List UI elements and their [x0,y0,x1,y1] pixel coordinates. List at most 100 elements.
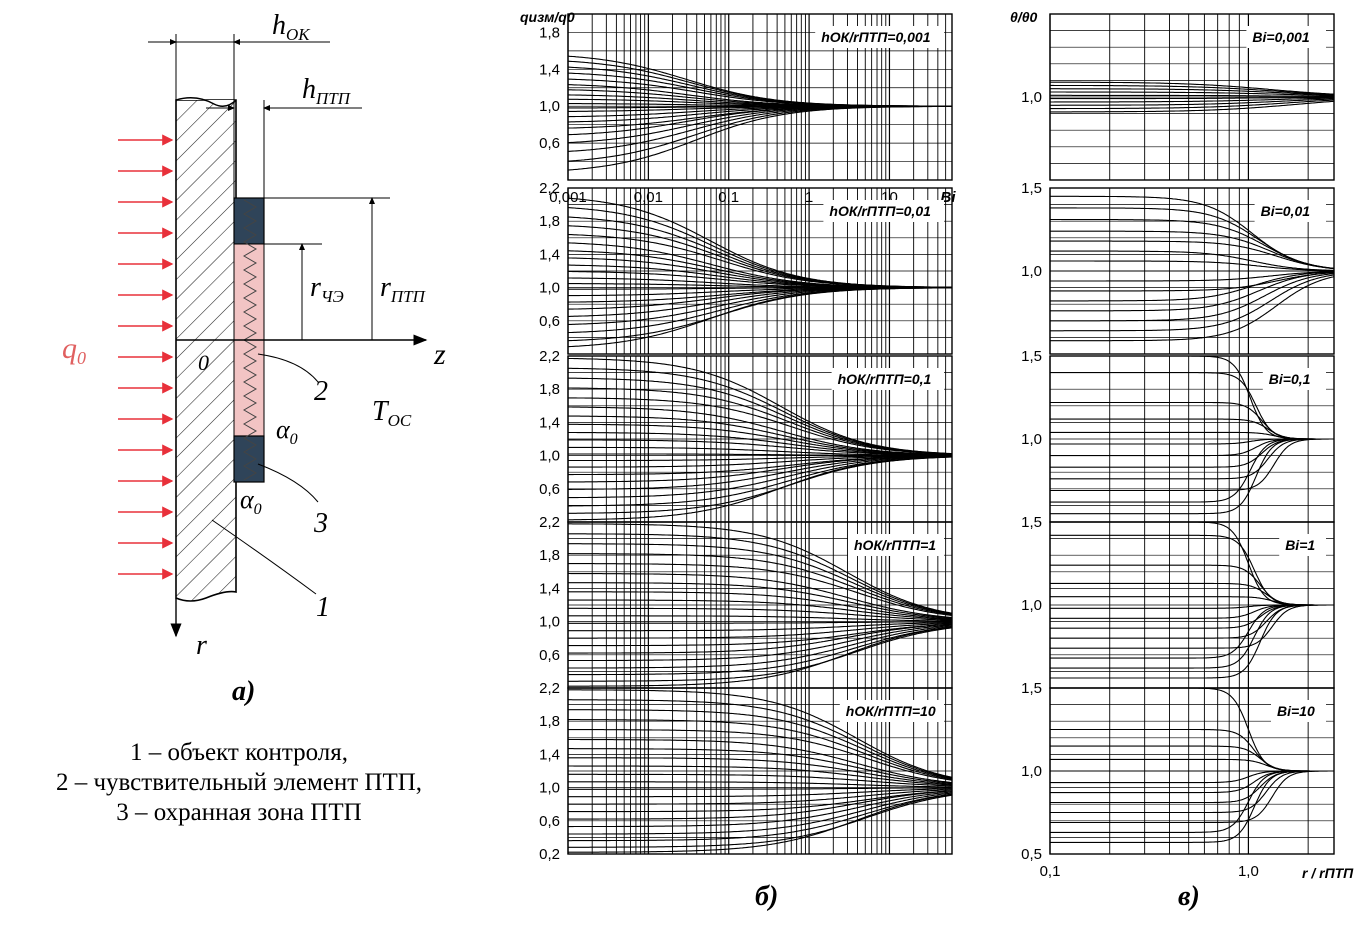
panel-a-label: а) [232,676,255,707]
y-tick-label: 1,4 [539,61,560,78]
origin-label: 0 [198,350,209,375]
series-line [1050,596,1334,606]
series-line [568,455,952,462]
y-tick-label: 1,4 [539,246,560,263]
series-line [1050,100,1334,113]
series-line [1050,604,1334,619]
r-che-label: rЧЭ [310,272,344,306]
series-line [568,423,952,456]
series-line [1050,604,1334,649]
chart-c-2: Bi=0,01 1,5 1,0 [1021,180,1335,355]
series-line [1050,96,1334,100]
y-tick-label: 1,0 [1021,263,1042,280]
series-line [568,455,952,490]
y-tick-label: 1,4 [539,414,560,431]
series-line [568,748,952,784]
series-line [568,792,952,835]
x-tick-label: 0,1 [1040,863,1061,880]
series-line [568,455,952,483]
series-line [568,794,952,848]
series-line [568,533,952,615]
t-oc-label: TОС [372,396,412,430]
series-line [568,738,952,784]
h-ptp-label: hПТП [302,74,352,108]
charts: hОК/rПТП=0,0011,81,41,00,60,0010,010,111… [539,13,1335,880]
y-tick-label: 1,5 [1021,680,1042,697]
series-line [568,729,952,781]
y-tick-label: 1,0 [1021,431,1042,448]
q0-label: q0 [62,332,86,368]
series-line [568,456,952,499]
y-tick-label: 0,5 [1021,846,1042,863]
series-line [1050,564,1334,606]
series-line [1050,99,1334,110]
guard-zone-bottom [233,435,265,483]
chart-b-1: hОК/rПТП=0,0011,81,41,00,60,0010,010,111… [539,13,956,206]
y-tick-label: 1,0 [539,614,560,631]
legend-item-1: 1 – объект контроля, [130,739,348,766]
series-line [568,621,952,624]
chart-title: hОК/rПТП=0,01 [829,203,931,219]
series-line [568,699,952,779]
series-line [1050,81,1334,95]
series-line [1050,98,1334,106]
series-line [1050,271,1334,302]
y-tick-label: 0,2 [539,846,560,863]
series-line [568,543,952,615]
legend: 1 – объект контроля, 2 – чувствительный … [0,738,478,828]
series-line [568,455,952,468]
y-tick-label: 1,4 [539,580,560,597]
series-line [1050,758,1334,772]
y-tick-label: 1,0 [1021,89,1042,106]
series-line [568,790,952,820]
series-line [1050,276,1334,342]
series-line [1050,97,1334,103]
chart-c-1: Bi=0,001 1,0 [1021,13,1335,181]
series-line [1050,88,1334,96]
series-line [568,789,952,805]
series-line [1050,604,1334,679]
series-line [568,397,952,455]
y-tick-label: 2,2 [539,180,560,197]
y-tick-label: 0,6 [539,813,560,830]
series-line [568,599,952,621]
series-line [1050,438,1334,480]
h-ok-label: hОК [272,10,311,44]
guard-zone-top [233,197,265,245]
series-line [568,622,952,639]
series-line [568,781,952,788]
series-line [1050,438,1334,468]
series-line [1050,260,1334,272]
heat-flux-arrows [118,134,174,580]
chart-b-2: hОК/rПТП=0,01 2,2 1,8 1,4 1,0 0,6 [539,180,953,355]
y-tick-label: 1,8 [539,24,560,41]
panel-c-label: в) [1178,881,1200,912]
y-tick-label: 0,6 [539,481,560,498]
series-line [568,765,952,786]
alpha-top-label: α0 [276,415,298,448]
y-tick-label: 1,0 [539,780,560,797]
series-line [1050,274,1334,332]
chart-c-4: Bi=1 1,5 1,0 [1021,514,1335,689]
chart-title: Bi=1 [1285,537,1315,553]
chart-title: hОК/rПТП=0,1 [838,371,932,387]
y-tick-label: 1,0 [539,98,560,115]
y-tick-label: 0,6 [539,135,560,152]
chart-b-3: hОК/rПТП=0,1 2,2 1,8 1,4 1,0 0,6 [539,348,953,523]
schematic: hОК hПТП rЧЭ rПТП z r 0 q0 TОС [62,10,446,707]
series-line [1050,94,1334,98]
chart-title: Bi=10 [1277,703,1315,719]
series-line [568,787,952,790]
series-line [1050,230,1334,269]
series-line [568,793,952,842]
b-ylabel: qизм/q0 [520,9,575,25]
series-line [568,689,952,778]
series-line [1050,770,1334,794]
legend-item-3: 3 – охранная зона ПТП [116,799,362,826]
series-line [568,456,952,521]
series-line [1050,438,1334,492]
series-line [1050,401,1334,440]
series-line [568,523,952,614]
series-line [568,773,952,787]
series-line [1050,604,1334,669]
